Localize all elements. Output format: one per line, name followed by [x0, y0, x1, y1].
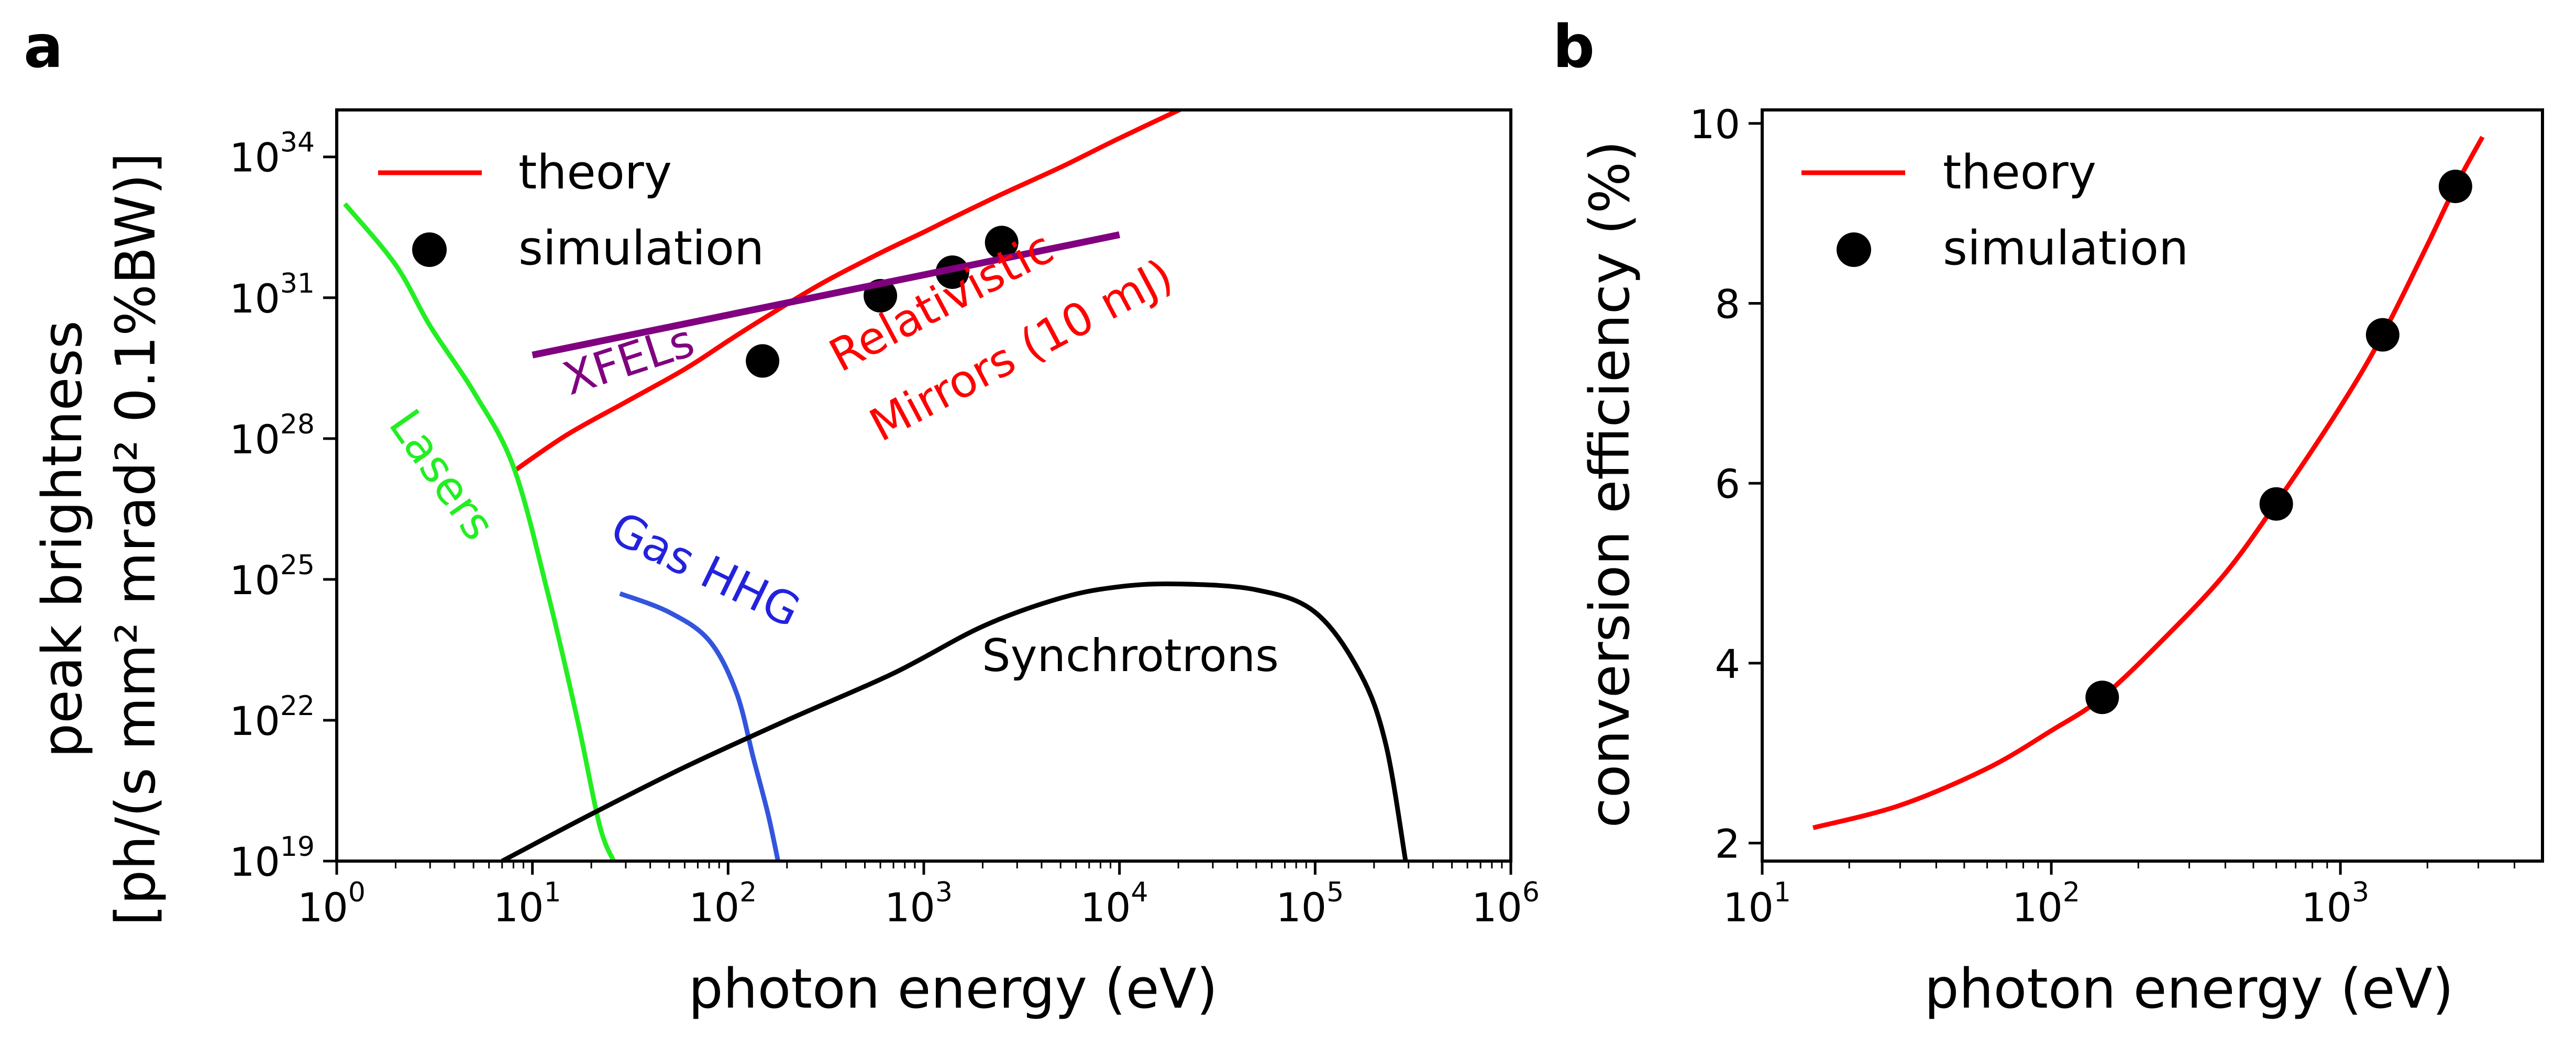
panel-a-xlabel: photon energy (eV) [689, 957, 1218, 1021]
legend-simulation-label: simulation [518, 221, 764, 276]
legend-theory-label: theory [518, 145, 672, 200]
panel-b-y-tick-label: 8 [1715, 281, 1740, 327]
panel-a-series-xfels-line [532, 231, 1121, 359]
panel-b-ylabel: conversion efficiency (%) [1578, 141, 1642, 828]
panel-a-legend: theory simulation [378, 145, 764, 276]
panel-b-simulation-point [2259, 487, 2293, 521]
panel-a-y-tick-label: 1025 [229, 550, 315, 604]
legend-b-theory-label: theory [1943, 145, 2096, 200]
panel-b-series-simulation-markers [2085, 170, 2472, 715]
panel-b-y-tick-label: 4 [1715, 641, 1740, 687]
panel-a-x-tick-label: 102 [689, 877, 757, 931]
panel-a-y-tick-label: 1031 [229, 268, 315, 322]
panel-b-simulation-point [2365, 318, 2400, 352]
panel-a-ticks: 100 101 102 103 104 105 1061019102210251028103… [229, 127, 1540, 931]
panel-a-series-relativistic-mirrors-10-mj-line [512, 110, 1185, 474]
panel-b-y-tick-label: 10 [1689, 101, 1740, 148]
panel-b-series-theory-line [1812, 136, 2485, 830]
panel-b-x-tick-label: 101 [1723, 877, 1791, 931]
panel-b-y-tick-label: 2 [1715, 821, 1740, 867]
panel-b-y-tick-label: 6 [1715, 461, 1740, 507]
panel-b-xlabel: photon energy (eV) [1925, 957, 2454, 1021]
panel-b-simulation-point [2085, 680, 2119, 715]
panel-a-series-lasers-line [343, 202, 616, 861]
panel-a-simulation-point [746, 344, 780, 378]
panel-b-letter: b [1553, 13, 1595, 81]
panel-b-axes-frame [1761, 108, 2544, 863]
panel-a-ylabel-line2: [ph/(s mm² mrad² 0.1%BW)] [104, 152, 168, 925]
panel-b-simulation-point [2438, 170, 2472, 204]
panel-a-simulation-point [985, 226, 1019, 260]
panel-a-series [343, 110, 1408, 861]
panel-a-series-gas-hhg-line [619, 591, 781, 861]
legend-simulation-marker [412, 232, 447, 267]
panel-a-x-tick-label: 106 [1472, 877, 1540, 931]
panel-a-axes-frame [335, 108, 1512, 863]
panel-a-y-tick-label: 1028 [229, 409, 315, 463]
panel-b-legend: theory simulation [1801, 145, 2188, 276]
panel-a-series-synchrotrons-line [501, 581, 1408, 861]
legend-b-simulation-label: simulation [1943, 221, 2188, 276]
label-synchrotrons: Synchrotrons [982, 630, 1279, 682]
panel-a-y-tick-label: 1019 [229, 831, 315, 885]
panel-b-series [1812, 136, 2485, 830]
legend-b-simulation-marker [1837, 232, 1871, 267]
panel-a-y-tick-label: 1034 [229, 127, 315, 181]
panel-a-letter: a [24, 13, 63, 81]
panel-a-x-tick-label: 103 [885, 877, 953, 931]
panel-a-ylabel-line1: peak brightness [30, 320, 94, 758]
panel-a-y-tick-label: 1022 [229, 690, 315, 744]
